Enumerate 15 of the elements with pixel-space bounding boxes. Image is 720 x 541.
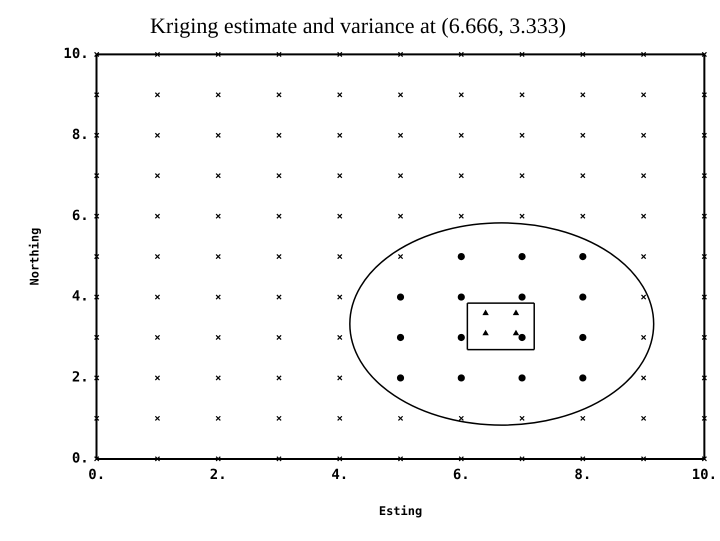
y-tick-label: 6. bbox=[72, 208, 89, 224]
y-tick-label: 0. bbox=[72, 450, 89, 466]
x-tick-label: 4. bbox=[331, 466, 348, 483]
x-tick-label: 8. bbox=[574, 466, 592, 483]
x-tick-label: 6. bbox=[452, 466, 470, 483]
y-tick-label: 10. bbox=[63, 46, 89, 62]
x-tick-label: 2. bbox=[210, 466, 227, 483]
chart-title: Kriging estimate and variance at (6.666, 3.333) bbox=[150, 12, 566, 38]
y-tick-label: 8. bbox=[72, 126, 89, 143]
x-tick-label: 10. bbox=[692, 466, 718, 483]
x-axis-title: Esting bbox=[378, 504, 422, 518]
y-tick-label: 4. bbox=[72, 288, 89, 305]
x-tick-label: 0. bbox=[88, 466, 106, 483]
y-axis-title: Northing bbox=[27, 228, 42, 286]
y-tick-label: 2. bbox=[72, 370, 89, 386]
